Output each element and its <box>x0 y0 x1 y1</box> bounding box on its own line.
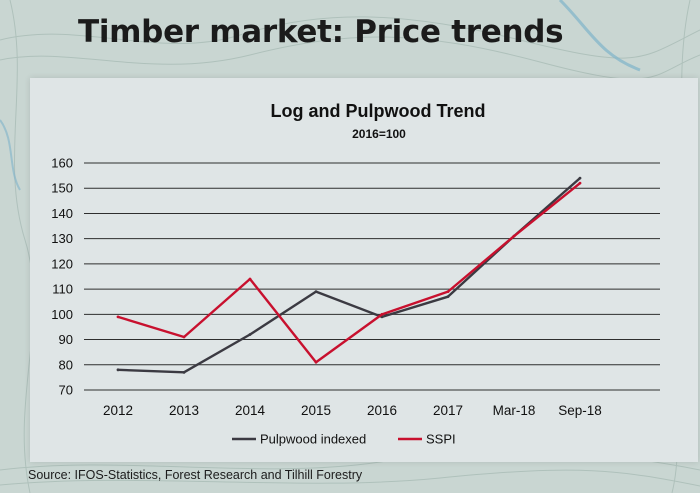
y-tick-label: 110 <box>52 282 73 297</box>
x-tick-label: 2015 <box>301 403 331 418</box>
y-tick-label: 80 <box>59 357 73 372</box>
y-tick-label: 140 <box>51 206 73 221</box>
data-point <box>512 234 516 238</box>
y-tick-label: 100 <box>51 307 73 322</box>
data-point <box>248 333 252 336</box>
data-point <box>248 277 252 281</box>
data-point <box>314 290 318 294</box>
x-tick-label: 2013 <box>169 403 199 418</box>
data-point <box>116 368 120 372</box>
data-point <box>314 360 318 364</box>
data-point <box>446 290 450 294</box>
series-line-pulpwood <box>117 177 581 374</box>
legend-label: Pulpwood indexed <box>260 432 366 447</box>
data-point <box>446 295 450 299</box>
data-point <box>578 176 582 180</box>
chart-subtitle: 2016=100 <box>352 127 406 141</box>
data-point <box>578 181 582 185</box>
data-point <box>182 335 186 339</box>
slide-title: Timber market: Price trends <box>78 14 564 50</box>
y-tick-label: 120 <box>51 256 73 271</box>
chart-title: Log and Pulpwood Trend <box>270 101 486 121</box>
legend-label: SSPI <box>426 432 456 447</box>
source-note: Source: IFOS-Statistics, Forest Research… <box>28 468 363 482</box>
x-tick-label: 2017 <box>433 403 463 418</box>
data-point <box>182 370 186 374</box>
data-point <box>380 312 384 316</box>
x-tick-label: Mar-18 <box>493 403 536 418</box>
y-tick-label: 160 <box>51 156 73 171</box>
y-tick-label: 150 <box>51 181 73 196</box>
chart-panel <box>30 78 698 462</box>
x-tick-label: 2014 <box>235 403 266 418</box>
x-tick-label: Sep-18 <box>558 403 602 418</box>
y-tick-label: 130 <box>51 231 73 246</box>
y-tick-label: 90 <box>59 332 73 347</box>
x-tick-label: 2016 <box>367 403 397 418</box>
y-tick-label: 70 <box>59 383 73 398</box>
series-line-sspi <box>117 182 581 364</box>
data-point <box>116 315 120 319</box>
x-tick-label: 2012 <box>103 403 133 418</box>
